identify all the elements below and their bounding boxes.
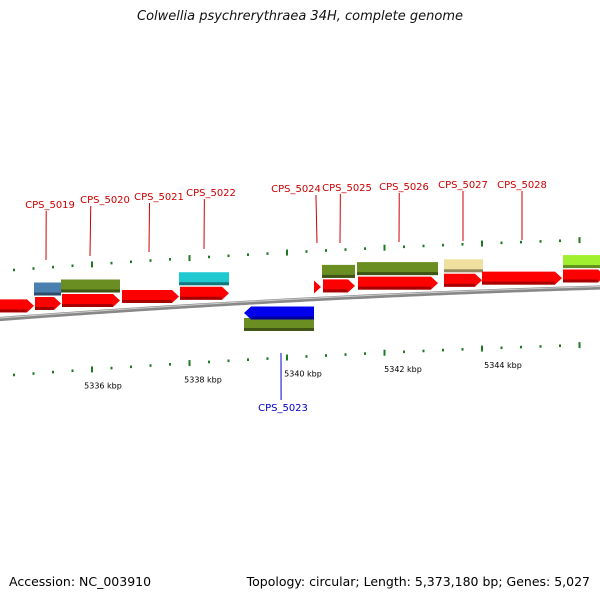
cds-forward-arrow <box>62 293 120 307</box>
cds-forward-arrow <box>444 273 482 287</box>
feature-box <box>357 262 438 276</box>
cds-forward-arrow <box>482 271 562 285</box>
page-title: Colwellia psychrerythraea 34H, complete … <box>137 9 463 24</box>
feature-box-shadow <box>322 274 355 278</box>
gene-label-cps-5027[interactable]: CPS_5027 <box>438 180 488 191</box>
cds-track <box>0 269 600 320</box>
backbone-highlight <box>0 286 600 319</box>
backbone-arc <box>0 285 600 322</box>
gene-leader-line <box>148 202 150 253</box>
cds-forward-arrow <box>323 279 355 293</box>
scale-label: 5340 kbp <box>284 370 322 379</box>
feature-box-shadow <box>34 292 61 296</box>
gene-label-cps-5026[interactable]: CPS_5026 <box>379 182 429 193</box>
cds-forward-arrow <box>563 269 600 283</box>
accession-label: Accession: NC_003910 <box>9 574 152 589</box>
tick-marks <box>13 237 581 377</box>
gene-labels: CPS_5019 CPS_5020 CPS_5021 CPS_5022 CPS_5023… <box>25 180 547 414</box>
genome-backbone <box>0 285 600 322</box>
feature-box-shadow <box>179 282 229 286</box>
feature-box <box>444 259 483 273</box>
gene-label-cps-5023[interactable]: CPS_5023 <box>258 403 308 414</box>
gene-label-cps-5025[interactable]: CPS_5025 <box>322 183 372 194</box>
scale-label: 5344 kbp <box>484 361 522 370</box>
cds-forward-arrow <box>314 280 321 294</box>
feature-box <box>179 272 229 286</box>
scale-label: 5338 kbp <box>184 375 222 384</box>
feature-box-shadow <box>444 269 483 273</box>
gene-label-cps-5020[interactable]: CPS_5020 <box>80 195 130 206</box>
gene-leader-line <box>315 194 318 244</box>
gene-label-cps-5022[interactable]: CPS_5022 <box>186 188 236 199</box>
gene-label-cps-5021[interactable]: CPS_5021 <box>134 192 184 203</box>
feature-box-shadow <box>563 265 600 269</box>
feature-box <box>61 279 120 293</box>
feature-box-shadow <box>61 289 120 293</box>
feature-box <box>34 282 61 296</box>
gene-label-cps-5019[interactable]: CPS_5019 <box>25 200 75 211</box>
cds-forward-arrow <box>122 290 179 304</box>
scale-labels: 5336 kbp 5338 kbp 5340 kbp 5342 kbp 5344 kbp <box>84 361 522 391</box>
feature-box <box>563 255 600 269</box>
gene-leader-line <box>89 205 92 257</box>
scale-label: 5342 kbp <box>384 365 422 374</box>
genome-summary: Topology: circular; Length: 5,373,180 bp… <box>246 574 590 589</box>
cds-forward-arrow <box>180 286 229 300</box>
feature-box <box>244 317 314 331</box>
gene-label-cps-5028[interactable]: CPS_5028 <box>497 180 547 191</box>
cds-reverse-arrow <box>244 306 314 320</box>
feature-box-shadow <box>357 272 438 276</box>
cds-forward-arrow <box>358 276 438 290</box>
feature-box-shadow <box>244 327 314 331</box>
feature-box <box>322 264 355 278</box>
cds-forward-arrow <box>35 296 61 310</box>
scale-label: 5336 kbp <box>84 382 122 391</box>
cds-forward-arrow <box>0 299 34 313</box>
gene-label-cps-5024[interactable]: CPS_5024 <box>271 184 321 195</box>
feature-track <box>34 255 600 331</box>
